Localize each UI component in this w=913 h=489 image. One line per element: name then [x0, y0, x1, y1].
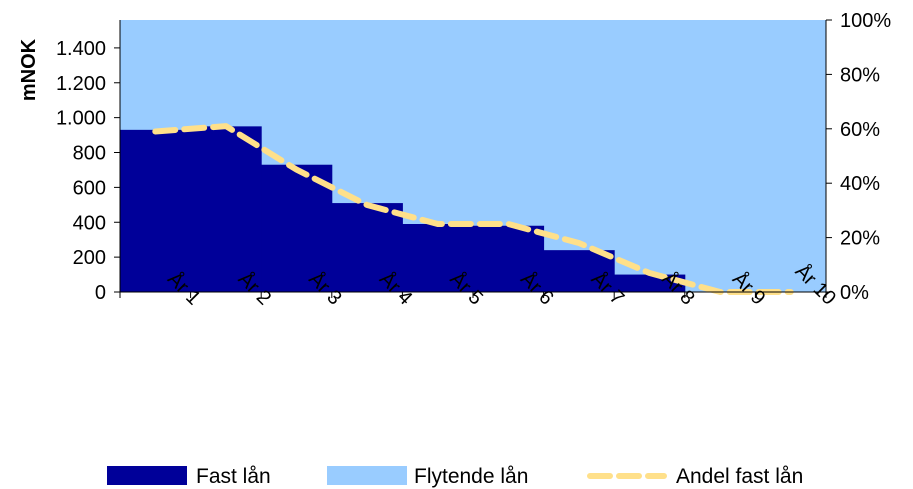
y2-tick-label: 60%	[840, 119, 880, 141]
y-axis-title: mNOK	[18, 38, 40, 101]
y2-tick-label: 0%	[840, 282, 869, 304]
y2-tick-label: 80%	[840, 64, 880, 86]
y-tick-label: 1.400	[56, 38, 106, 60]
legend: Fast lån Flytende lån Andel fast lån	[107, 465, 803, 488]
y-tick-label: 1.200	[56, 73, 106, 95]
y-tick-label: 1.000	[56, 108, 106, 130]
y-tick-label: 0	[95, 282, 106, 304]
bar-fast-lan-8	[614, 274, 686, 292]
legend-swatch-1	[107, 466, 187, 485]
y2-tick-label: 100%	[840, 10, 891, 32]
right-axis-ticks: 0% 20% 40% 60% 80% 100%	[826, 10, 891, 304]
y-tick-label: 600	[73, 177, 106, 199]
bar-fast-lan-1	[120, 129, 192, 292]
left-axis-ticks: 0 200 400 600 800 1.000 1.200 1.400	[56, 38, 120, 304]
bar-fast-lan-7	[543, 250, 615, 292]
legend-swatch-2	[327, 466, 407, 485]
bar-fast-lan-2	[190, 126, 262, 292]
bar-fast-lan-5	[402, 224, 474, 292]
bar-fast-lan-4	[331, 203, 403, 292]
fast-lan-bars	[120, 126, 686, 292]
y-tick-label: 800	[73, 143, 106, 165]
legend-label-1: Fast lån	[196, 465, 271, 488]
y-tick-label: 200	[73, 247, 106, 269]
bar-fast-lan-6	[473, 225, 545, 292]
y2-tick-label: 40%	[840, 173, 880, 195]
y-tick-label: 400	[73, 212, 106, 234]
legend-label-3: Andel fast lån	[676, 465, 803, 488]
andel-fast-lan-line	[152, 123, 794, 295]
y2-tick-label: 20%	[840, 228, 880, 250]
legend-label-2: Flytende lån	[414, 465, 528, 488]
bar-fast-lan-3	[261, 164, 333, 292]
